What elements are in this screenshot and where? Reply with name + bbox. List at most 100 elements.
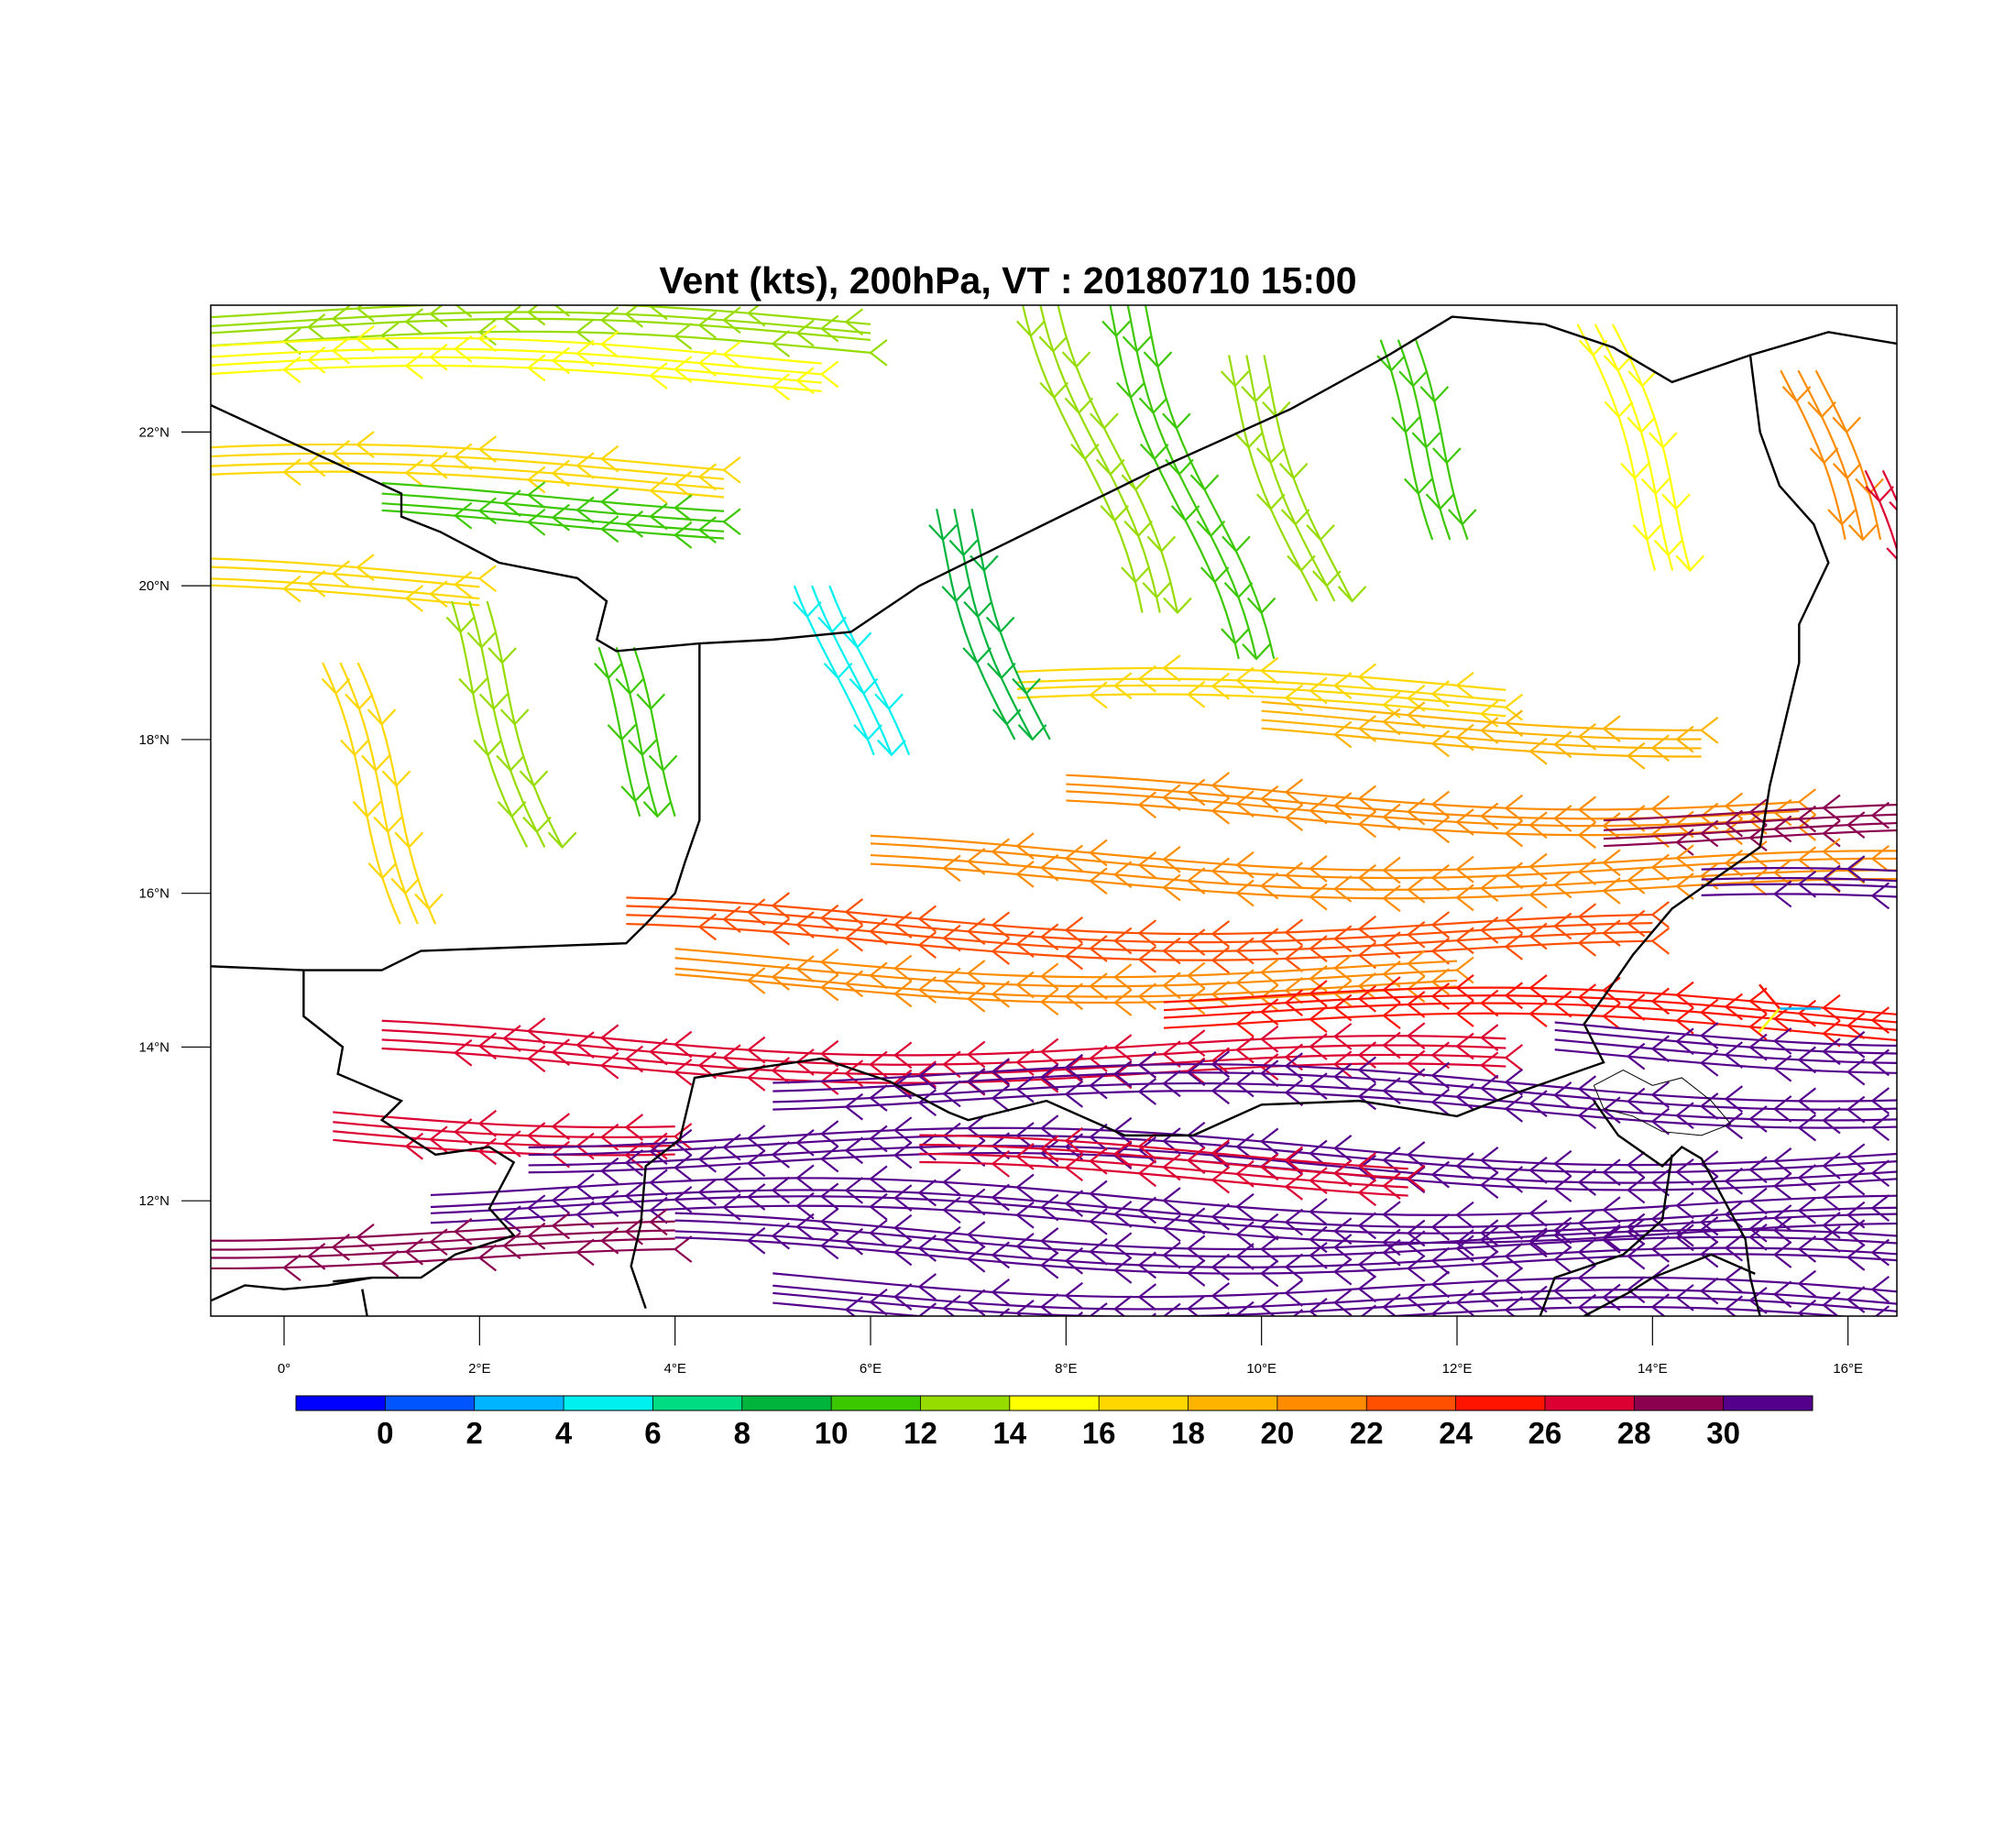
wind-arrow <box>356 325 375 353</box>
wind-arrow <box>985 616 1015 634</box>
streamline <box>1016 693 1507 718</box>
wind-arrow <box>1137 1283 1157 1311</box>
wind-arrow <box>1895 877 1897 881</box>
wind-arrow <box>1332 954 1353 982</box>
wind-arrow <box>992 708 1022 726</box>
wind-arrow <box>1151 1312 1157 1316</box>
wind-arrow <box>1650 901 1671 928</box>
streamline <box>772 1081 1897 1122</box>
wind-arrow <box>1430 1246 1451 1275</box>
wind-arrow <box>917 976 937 1004</box>
wind-arrow <box>1357 663 1377 691</box>
wind-arrow <box>1211 672 1231 700</box>
wind-arrow <box>1064 844 1084 873</box>
wind-arrow <box>697 1179 718 1206</box>
streamline <box>322 662 401 925</box>
wind-arrow <box>1235 666 1255 695</box>
wind-arrow <box>1292 1309 1304 1316</box>
wind-arrow <box>1255 447 1286 465</box>
wind-arrow <box>1432 447 1462 465</box>
wind-arrow <box>1332 672 1353 700</box>
wind-arrow <box>1382 976 1401 1004</box>
wind-arrow <box>1822 1225 1841 1253</box>
wind-arrow <box>478 693 509 710</box>
wind-arrow <box>1604 401 1634 419</box>
wind-arrow <box>746 898 766 927</box>
wind-arrow <box>1211 1166 1231 1194</box>
wind-arrow <box>1577 1075 1597 1103</box>
wind-arrow <box>1123 520 1153 538</box>
wind-arrow <box>1870 1087 1890 1114</box>
wind-arrow <box>844 1136 864 1165</box>
wind-arrow <box>282 575 301 603</box>
wind-arrow <box>1259 656 1279 685</box>
wind-arrow <box>414 893 444 911</box>
wind-arrow <box>1699 998 1719 1026</box>
wind-arrow <box>1332 875 1353 903</box>
wind-arrow <box>966 985 986 1013</box>
wind-arrow <box>1357 785 1377 813</box>
colorbar-swatch <box>296 1396 386 1410</box>
wind-arrow <box>466 631 497 649</box>
wind-arrow <box>966 917 986 946</box>
wind-arrow <box>1748 987 1768 1015</box>
wind-arrow <box>1259 1025 1279 1053</box>
wind-band <box>211 1208 693 1281</box>
streamline <box>1901 470 1949 624</box>
wind-arrow <box>869 1288 888 1316</box>
wind-arrow <box>893 954 913 982</box>
wind-band <box>626 892 1671 974</box>
wind-arrow <box>1112 861 1133 889</box>
wind-arrow <box>526 1017 546 1045</box>
wind-arrow <box>1332 720 1353 749</box>
wind-arrow <box>1137 1051 1157 1079</box>
wind-arrow <box>1039 1227 1059 1255</box>
colorbar-label: 12 <box>904 1416 937 1450</box>
streamline <box>674 957 1458 988</box>
streamline <box>381 509 725 540</box>
wind-arrow <box>1748 1286 1768 1314</box>
wind-arrow <box>853 724 882 741</box>
wind-arrow <box>1528 974 1548 1002</box>
wind-arrow <box>526 305 546 326</box>
wind-arrow <box>1528 1090 1548 1118</box>
colorbar-label: 16 <box>1082 1416 1116 1450</box>
streamline <box>1397 339 1452 541</box>
wind-arrow <box>1015 1233 1035 1260</box>
wind-arrow <box>1504 709 1524 738</box>
wind-arrow <box>1479 1279 1499 1308</box>
wind-arrow <box>1846 1286 1866 1313</box>
streamline <box>211 1237 675 1259</box>
wind-arrow <box>1382 1077 1401 1104</box>
wind-arrow <box>1162 1241 1181 1269</box>
wind-arrow <box>697 1145 718 1173</box>
wind-arrow <box>1306 524 1335 542</box>
colorbar-label: 20 <box>1261 1416 1295 1450</box>
colorbar-swatch <box>1276 1396 1367 1410</box>
wind-arrow <box>1211 1077 1231 1105</box>
country-border <box>302 970 516 1283</box>
wind-arrow <box>1870 1159 1890 1188</box>
wind-arrow <box>1855 477 1884 496</box>
wind-arrow <box>673 323 693 350</box>
wind-arrow <box>1552 1246 1572 1274</box>
wind-arrow <box>1112 1257 1133 1284</box>
wind-arrow <box>1479 1225 1499 1254</box>
wind-arrow <box>1259 1292 1279 1316</box>
lat-tick-label: 12°N <box>138 1193 170 1209</box>
streamline <box>828 585 911 756</box>
streamline <box>1109 305 1240 660</box>
streamline <box>936 509 1016 741</box>
wind-arrow <box>1504 1267 1524 1294</box>
streamline <box>1057 305 1179 613</box>
wind-arrow <box>496 754 525 773</box>
wind-arrow <box>526 1122 546 1150</box>
wind-arrow <box>1675 1191 1694 1220</box>
wind-arrow <box>526 508 546 536</box>
wind-arrow <box>1895 849 1897 852</box>
wind-arrow <box>1479 1250 1499 1279</box>
wind-arrow <box>1419 386 1450 403</box>
wind-arrow <box>1039 962 1059 991</box>
streamline <box>1245 355 1336 602</box>
wind-speed-colorbar: 0 2 4 6 8 10 12 14 16 18 20 22 24 26 28 30 <box>295 1395 1813 1450</box>
